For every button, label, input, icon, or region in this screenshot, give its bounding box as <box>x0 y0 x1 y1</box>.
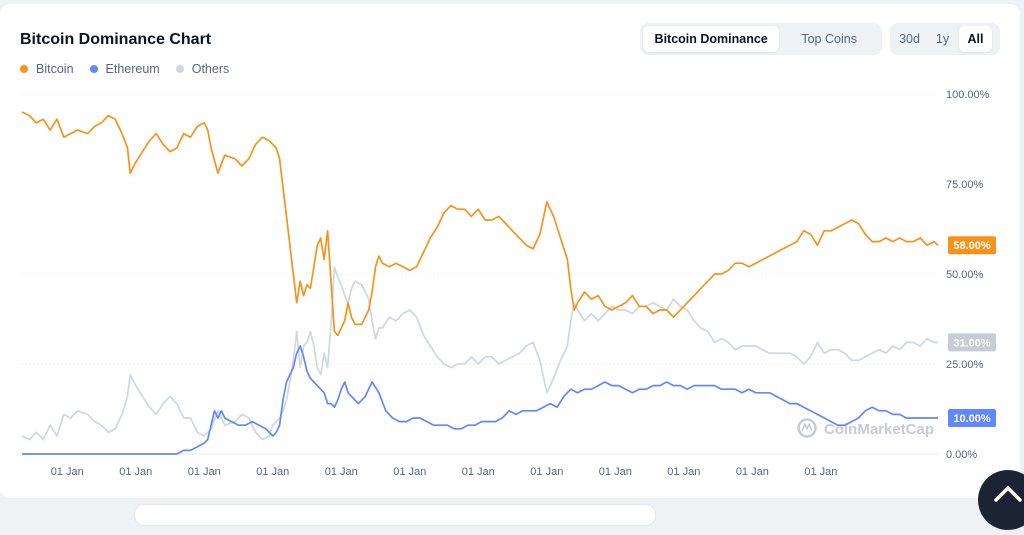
series-line-ethereum <box>22 345 938 455</box>
value-badges: 58.00% 10.00% 31.00% <box>948 236 996 427</box>
legend-label-ethereum: Ethereum <box>105 62 160 76</box>
x-tick-label: 01 Jan <box>462 466 495 478</box>
x-tick-label: 01 Jan <box>530 466 563 478</box>
y-axis-labels: 100.00% 75.00% 50.00% 25.00% 0.00% <box>946 89 990 461</box>
range-all-button[interactable]: All <box>959 26 992 52</box>
series-line-others <box>21 265 938 441</box>
legend-dot-bitcoin-icon <box>20 65 28 73</box>
value-badge-text: 10.00% <box>953 413 991 425</box>
y-tick-label: 0.00% <box>946 449 977 461</box>
range-1y-button[interactable]: 1y <box>935 32 950 46</box>
value-badge-bitcoin <box>948 236 996 255</box>
tab-top-coins[interactable]: Top Coins <box>801 32 857 46</box>
view-toggle: Bitcoin Dominance Top Coins <box>640 23 882 55</box>
watermark-text: CoinMarketCap <box>824 421 934 438</box>
bottom-panel <box>134 504 656 526</box>
x-tick-label: 01 Jan <box>188 466 221 478</box>
legend-label-bitcoin: Bitcoin <box>36 62 74 76</box>
value-badge-text: 58.00% <box>953 240 991 252</box>
legend-dot-others-icon <box>175 65 184 73</box>
legend-item-ethereum[interactable]: Ethereum <box>89 62 160 76</box>
x-tick-label: 01 Jan <box>599 466 632 478</box>
x-tick-label: 01 Jan <box>804 466 837 478</box>
x-tick-label: 01 Jan <box>119 466 152 478</box>
scroll-to-top-button[interactable] <box>978 470 1024 530</box>
series-line-bitcoin <box>21 111 939 337</box>
x-tick-label: 01 Jan <box>393 466 426 478</box>
coinmarketcap-logo-icon <box>797 418 817 438</box>
x-axis-labels: 01 Jan 01 Jan 01 Jan 01 Jan 01 Jan 01 Jan 01 J… <box>51 466 838 478</box>
dominance-chart[interactable]: 100.00%75.00%50.00%25.00%0.00% 01 Jan 01 … <box>0 0 1024 511</box>
value-badge-others <box>948 333 996 352</box>
y-tick-label: 75.00% <box>946 179 984 191</box>
x-tick-label: 01 Jan <box>667 466 700 478</box>
chart-title: Bitcoin Dominance Chart <box>20 31 212 48</box>
legend-dot-ethereum-icon <box>89 65 98 73</box>
chevron-up-icon <box>994 486 1022 502</box>
chart-grid <box>22 93 938 455</box>
chart-card <box>0 4 1020 498</box>
value-badge-text: 31.00% <box>953 337 991 349</box>
tab-bitcoin-dominance[interactable]: Bitcoin Dominance <box>643 26 780 52</box>
x-tick-label: 01 Jan <box>736 466 769 478</box>
x-tick-label: 01 Jan <box>256 466 289 478</box>
y-tick-label: 50.00% <box>946 269 984 281</box>
legend-item-others[interactable]: Others <box>175 62 230 76</box>
y-tick-label: 100.00% <box>946 89 990 101</box>
value-badge-ethereum <box>948 409 996 427</box>
chart-legend: Bitcoin Ethereum Others <box>20 62 229 76</box>
legend-item-bitcoin[interactable]: Bitcoin <box>20 62 74 76</box>
y-tick-label: 25.00% <box>946 359 984 371</box>
range-toggle: 30d 1y All <box>890 23 1000 55</box>
x-tick-label: 01 Jan <box>51 466 84 478</box>
range-30d-button[interactable]: 30d <box>899 32 920 46</box>
coinmarketcap-watermark: CoinMarketCap <box>797 418 934 438</box>
coinmarketcap-logo-mark <box>801 423 813 432</box>
x-tick-label: 01 Jan <box>325 466 358 478</box>
series-lines <box>21 111 939 455</box>
legend-label-others: Others <box>191 62 230 76</box>
